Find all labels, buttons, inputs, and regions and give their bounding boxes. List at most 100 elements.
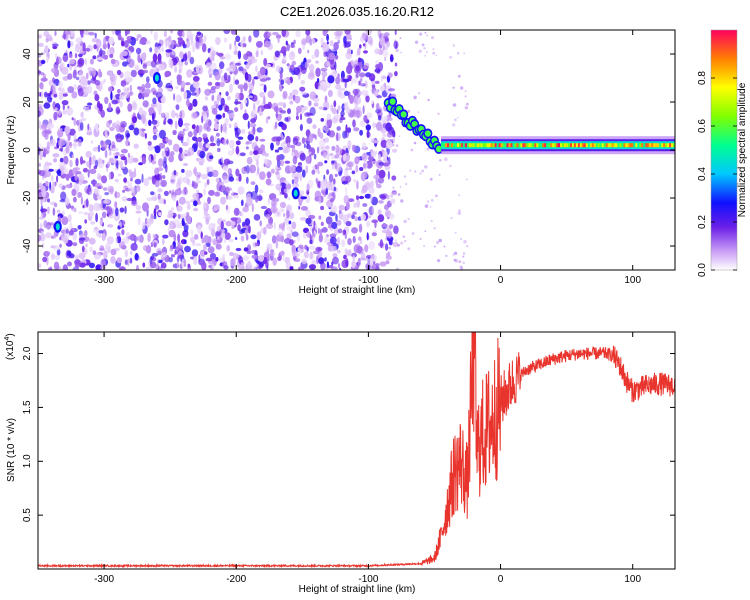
noise-blob [190, 229, 194, 237]
noise-speck [458, 194, 461, 197]
noise-blob [62, 53, 69, 63]
noise-blob [154, 167, 160, 176]
band-cell [577, 143, 581, 148]
band-cell [484, 143, 488, 148]
noise-blob [208, 189, 215, 196]
noise-blob [94, 94, 100, 102]
noise-blob [69, 128, 76, 136]
noise-blob [47, 198, 50, 203]
noise-blob [335, 213, 338, 222]
noise-blob [275, 111, 279, 118]
noise-blob [293, 239, 296, 244]
noise-blob [238, 66, 244, 72]
noise-blob [214, 191, 221, 197]
noise-blob [353, 202, 358, 208]
noise-blob [80, 76, 88, 86]
noise-blob [300, 91, 308, 95]
noise-blob [278, 208, 285, 213]
noise-blob [358, 91, 363, 95]
noise-blob [171, 207, 175, 211]
noise-blob [326, 113, 331, 121]
noise-blob [216, 231, 222, 236]
noise-blob [61, 100, 69, 106]
noise-blob [308, 63, 315, 72]
noise-blob [108, 36, 115, 46]
noise-blob [247, 59, 253, 66]
noise-blob [224, 53, 232, 60]
noise-blob [298, 266, 304, 270]
noise-blob [191, 249, 199, 257]
noise-blob [127, 258, 130, 267]
noise-blob [288, 116, 291, 122]
noise-blob [38, 110, 41, 118]
noise-blob [212, 239, 217, 246]
noise-speck [464, 90, 467, 93]
noise-blob [206, 179, 210, 185]
noise-blob [82, 236, 90, 243]
noise-blob [103, 199, 111, 204]
noise-blob [102, 54, 109, 60]
noise-blob [377, 214, 385, 223]
noise-blob [358, 195, 365, 200]
noise-blob [106, 161, 111, 168]
noise-blob [267, 197, 270, 205]
noise-blob [47, 123, 54, 130]
noise-blob [318, 233, 323, 243]
noise-blob [178, 147, 183, 154]
noise-blob [157, 53, 162, 63]
noise-blob [220, 196, 227, 205]
top-y-tick-label: -20 [22, 190, 33, 205]
noise-blob [227, 74, 231, 83]
noise-blob [127, 169, 132, 173]
noise-blob [144, 88, 151, 95]
noise-speck [462, 252, 466, 255]
noise-blob [393, 40, 399, 50]
noise-blob [249, 150, 253, 156]
noise-blob [331, 117, 338, 124]
noise-blob [161, 150, 166, 158]
noise-speck [452, 86, 455, 89]
noise-blob [331, 266, 338, 270]
band-cell [649, 143, 652, 148]
noise-blob [74, 174, 78, 181]
noise-blob [53, 261, 60, 270]
noise-blob [299, 190, 305, 196]
noise-blob [95, 227, 100, 237]
noise-blob [163, 121, 166, 125]
noise-blob [184, 126, 190, 132]
noise-blob [98, 50, 106, 56]
noise-blob [325, 187, 328, 196]
noise-blob [380, 139, 388, 149]
noise-blob [87, 169, 90, 178]
noise-blob [81, 245, 85, 253]
noise-blob [338, 204, 345, 211]
noise-blob [335, 162, 342, 173]
noise-blob [177, 244, 184, 249]
noise-blob [344, 42, 351, 48]
noise-blob [135, 66, 140, 71]
noise-blob [320, 205, 325, 211]
noise-blob [74, 53, 78, 59]
noise-blob [130, 177, 133, 182]
band-cell [520, 143, 523, 148]
noise-blob [300, 206, 309, 211]
noise-blob [73, 83, 77, 90]
noise-blob [114, 201, 118, 208]
noise-blob [71, 188, 77, 196]
noise-blob [360, 35, 365, 43]
noise-blob [52, 207, 56, 216]
noise-blob [62, 210, 65, 216]
noise-blob [56, 169, 62, 175]
noise-blob [97, 144, 101, 153]
noise-blob [228, 64, 236, 72]
noise-blob [59, 243, 62, 248]
noise-blob [89, 168, 97, 174]
noise-blob [322, 75, 325, 82]
noise-blob [164, 112, 170, 120]
noise-speck [443, 245, 446, 248]
noise-blob [237, 186, 245, 195]
noise-blob [157, 187, 163, 193]
noise-blob [342, 230, 345, 237]
noise-blob [318, 80, 322, 84]
noise-blob [384, 56, 387, 62]
